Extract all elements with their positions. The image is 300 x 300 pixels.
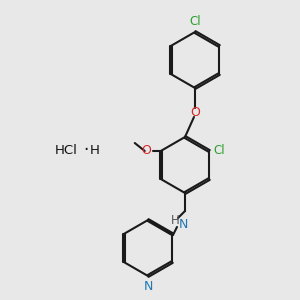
Text: H: H: [171, 214, 179, 227]
Text: H: H: [90, 143, 100, 157]
Text: O: O: [141, 145, 151, 158]
Text: O: O: [190, 106, 200, 119]
Text: Cl: Cl: [213, 145, 225, 158]
Text: Cl: Cl: [189, 15, 201, 28]
Text: N: N: [178, 218, 188, 230]
Text: HCl: HCl: [55, 143, 78, 157]
Text: ·: ·: [83, 141, 88, 159]
Text: N: N: [143, 280, 153, 293]
